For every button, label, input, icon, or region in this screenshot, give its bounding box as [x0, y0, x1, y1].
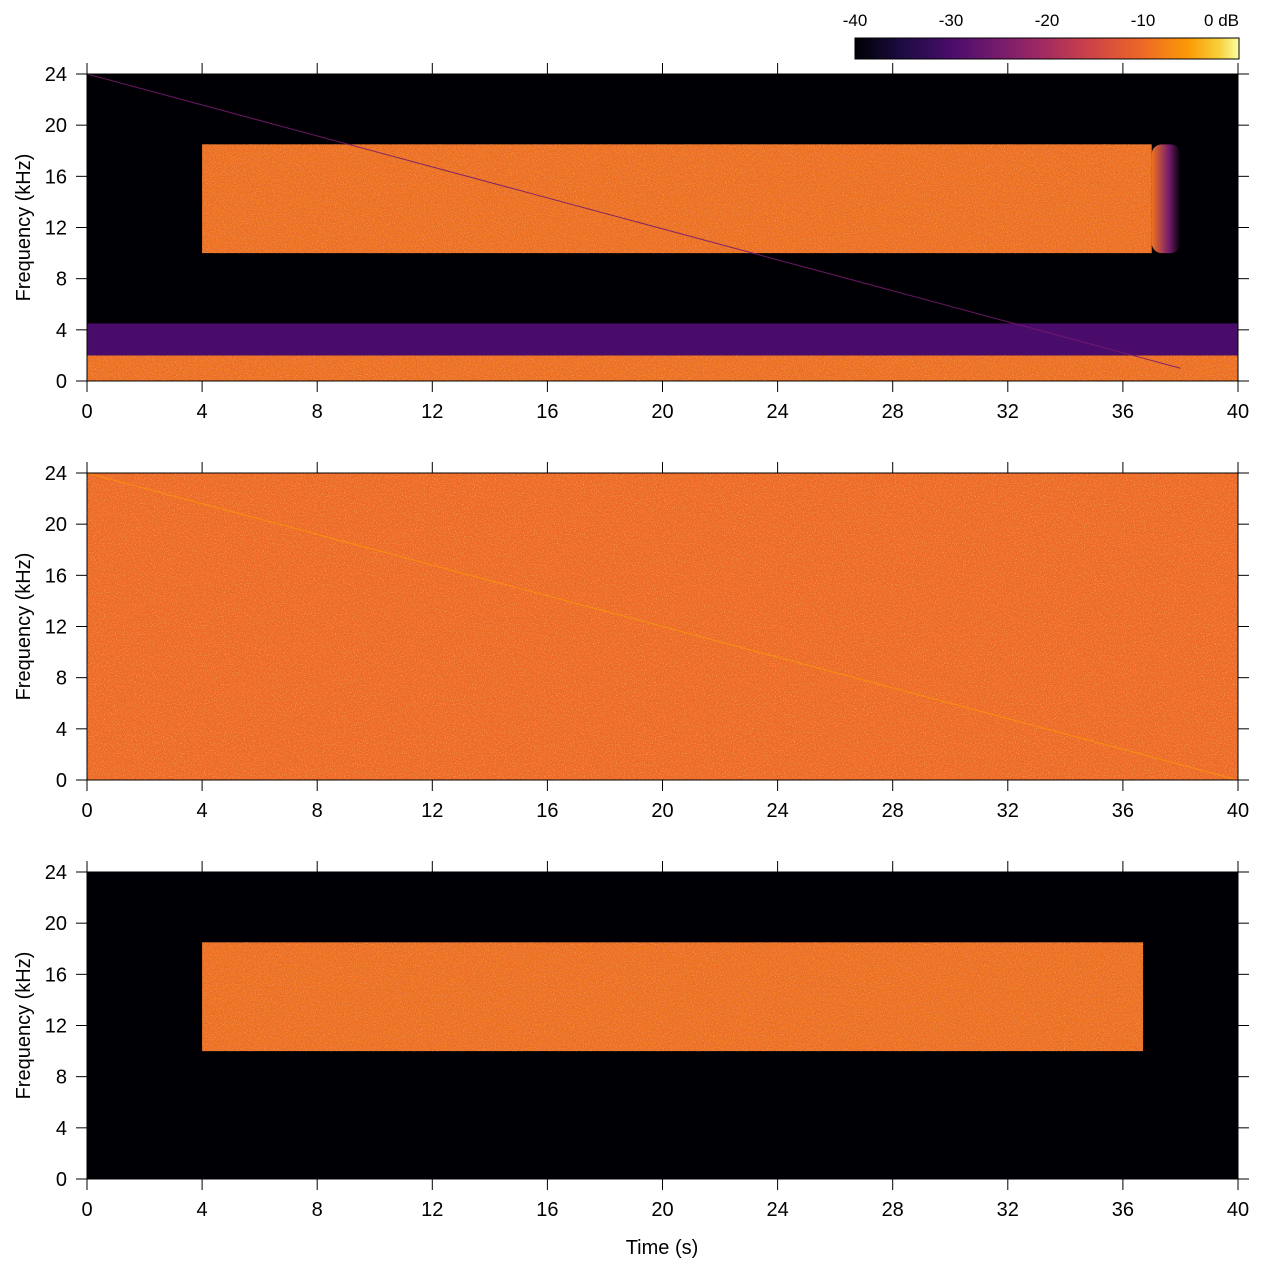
x-tick-label: 20 — [651, 800, 673, 822]
x-tick-label: 8 — [312, 401, 323, 423]
spectrogram-panel-noisy: 0 4 8 12 16 20 24 28 32 36 40 0 4 8 12 16 20 24 Frequency … — [13, 462, 1249, 822]
x-tick-label: 12 — [421, 401, 443, 423]
plot-area — [87, 74, 1238, 381]
spectrogram-panel-original: 0 4 8 12 16 20 24 28 32 36 40 0 4 8 12 16 20 24 Frequency … — [13, 63, 1249, 423]
x-tick-label: 12 — [421, 1199, 443, 1221]
y-tick-label: 0 — [56, 371, 67, 393]
chirp-sweep — [87, 473, 1238, 780]
x-tick-label: 4 — [197, 401, 208, 423]
y-tick-label: 4 — [56, 719, 67, 741]
colorbar-tick-label: -10 — [1131, 11, 1156, 30]
x-tick-label: 20 — [651, 1199, 673, 1221]
y-tick-label: 24 — [45, 463, 67, 485]
y-tick-label: 4 — [56, 320, 67, 342]
x-tick-label: 28 — [882, 401, 904, 423]
colorbar: -40 -30 -20 -10 0 dB — [843, 11, 1240, 60]
x-tick-label: 40 — [1227, 401, 1249, 423]
signal-band — [87, 323, 1238, 356]
y-tick-label: 4 — [56, 1118, 67, 1140]
x-tick-label: 40 — [1227, 1199, 1249, 1221]
y-tick-label: 16 — [45, 565, 67, 587]
x-tick-label: 24 — [766, 1199, 788, 1221]
colorbar-gradient — [854, 37, 1240, 60]
y-tick-label: 24 — [45, 862, 67, 884]
x-tick-label: 0 — [81, 1199, 92, 1221]
x-tick-label: 12 — [421, 800, 443, 822]
y-tick-label: 16 — [45, 964, 67, 986]
x-tick-label: 32 — [997, 800, 1019, 822]
y-axis-label: Frequency (kHz) — [13, 553, 35, 701]
x-tick-label: 16 — [536, 401, 558, 423]
y-axis-label: Frequency (kHz) — [13, 952, 35, 1100]
x-tick-label: 8 — [312, 800, 323, 822]
x-tick-label: 24 — [766, 401, 788, 423]
x-tick-label: 0 — [81, 800, 92, 822]
x-tick-label: 40 — [1227, 800, 1249, 822]
y-tick-label: 0 — [56, 770, 67, 792]
plot-area — [87, 473, 1238, 780]
x-tick-label: 8 — [312, 1199, 323, 1221]
x-tick-label: 32 — [997, 1199, 1019, 1221]
x-tick-label: 4 — [197, 1199, 208, 1221]
x-tick-label: 36 — [1112, 800, 1134, 822]
y-tick-label: 12 — [45, 218, 67, 240]
x-axis-label: Time (s) — [626, 1237, 699, 1259]
colorbar-tick-label: 0 dB — [1204, 11, 1239, 30]
chirp-sweep — [87, 74, 1181, 369]
signal-band-tail — [1151, 144, 1181, 254]
x-tick-label: 28 — [882, 800, 904, 822]
colorbar-ticks: -40 -30 -20 -10 0 dB — [843, 11, 1239, 30]
colorbar-tick-label: -30 — [939, 11, 964, 30]
y-tick-label: 8 — [56, 269, 67, 291]
y-tick-label: 0 — [56, 1169, 67, 1191]
y-tick-label: 12 — [45, 1016, 67, 1038]
x-tick-label: 24 — [766, 800, 788, 822]
band-texture — [202, 942, 1144, 1052]
y-tick-label: 20 — [45, 115, 67, 137]
x-tick-label: 20 — [651, 401, 673, 423]
y-tick-label: 20 — [45, 913, 67, 935]
x-tick-label: 32 — [997, 401, 1019, 423]
spectrogram-panel-denoised: 0 4 8 12 16 20 24 28 32 36 40 0 4 8 12 16 20 24 Frequency … — [13, 861, 1249, 1221]
y-tick-label: 16 — [45, 166, 67, 188]
plot-area — [87, 872, 1238, 1179]
y-tick-label: 24 — [45, 64, 67, 86]
y-tick-label: 8 — [56, 668, 67, 690]
band-texture — [202, 144, 1152, 254]
x-tick-label: 16 — [536, 800, 558, 822]
x-tick-label: 36 — [1112, 401, 1134, 423]
x-tick-label: 36 — [1112, 1199, 1134, 1221]
band-texture — [87, 355, 1238, 381]
x-tick-label: 4 — [197, 800, 208, 822]
x-tick-label: 16 — [536, 1199, 558, 1221]
colorbar-tick-label: -40 — [843, 11, 868, 30]
y-tick-label: 12 — [45, 617, 67, 639]
x-tick-label: 0 — [81, 401, 92, 423]
y-tick-label: 20 — [45, 514, 67, 536]
colorbar-tick-label: -20 — [1035, 11, 1060, 30]
y-axis-label: Frequency (kHz) — [13, 154, 35, 302]
x-tick-label: 28 — [882, 1199, 904, 1221]
y-tick-label: 8 — [56, 1067, 67, 1089]
